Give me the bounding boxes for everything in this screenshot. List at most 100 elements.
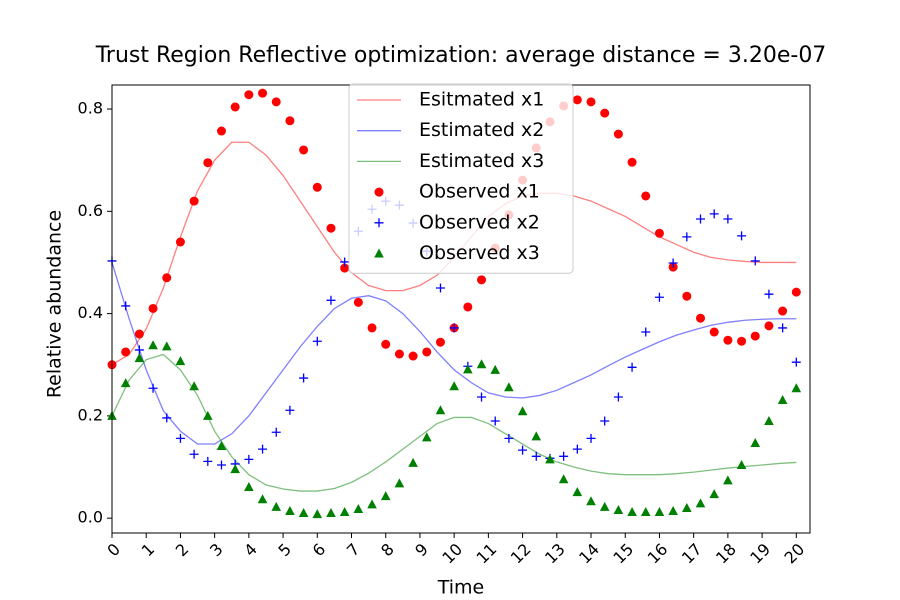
marker (244, 90, 254, 100)
x-tick-label: 10 (438, 540, 466, 568)
marker (134, 345, 144, 355)
marker (189, 196, 199, 206)
marker (203, 158, 213, 168)
marker (408, 457, 418, 467)
marker (572, 444, 582, 454)
marker (285, 506, 295, 516)
marker (422, 347, 432, 357)
marker (162, 413, 172, 423)
marker (312, 509, 323, 519)
marker (326, 508, 336, 518)
marker (120, 378, 131, 388)
marker (244, 454, 254, 464)
marker (586, 433, 596, 443)
marker (394, 478, 405, 488)
marker (791, 287, 801, 297)
marker (189, 381, 199, 391)
marker (435, 405, 446, 415)
marker (641, 191, 651, 201)
marker (121, 347, 131, 357)
x-tick-label: 17 (678, 540, 706, 568)
marker (518, 445, 528, 455)
marker (134, 329, 144, 339)
marker (312, 336, 322, 346)
x-tick-label: 8 (377, 540, 398, 561)
marker (353, 503, 364, 513)
marker (258, 88, 268, 98)
marker (641, 327, 651, 337)
x-tick-label: 12 (507, 540, 535, 568)
estimated-line (111, 353, 797, 492)
marker (381, 339, 391, 349)
x-tick-label: 13 (541, 540, 569, 568)
marker (723, 475, 733, 485)
marker (517, 406, 528, 416)
marker (764, 416, 774, 425)
marker (736, 459, 747, 469)
marker (148, 383, 158, 393)
marker (696, 313, 706, 323)
marker (216, 441, 227, 451)
x-tick-label: 7 (343, 540, 364, 561)
marker (203, 456, 213, 466)
marker (477, 392, 487, 402)
legend-label: Observed x1 (419, 181, 540, 203)
marker (531, 451, 541, 461)
marker (750, 256, 760, 266)
y-tick-label: 0.0 (78, 508, 103, 527)
x-tick-label: 2 (172, 540, 193, 561)
estimated-line (111, 262, 797, 445)
marker (367, 323, 377, 333)
marker (600, 416, 610, 426)
marker (257, 494, 268, 504)
marker (709, 489, 719, 499)
x-tick-label: 20 (780, 540, 808, 568)
marker (421, 432, 432, 442)
marker (668, 506, 678, 516)
marker (271, 97, 281, 107)
marker (791, 383, 802, 393)
marker (559, 451, 569, 461)
marker (572, 487, 583, 497)
marker (299, 373, 309, 383)
x-tick-label: 1 (138, 540, 159, 561)
x-tick-label: 14 (575, 540, 603, 568)
marker (477, 275, 487, 285)
marker (723, 214, 733, 224)
marker (682, 291, 692, 301)
marker (230, 102, 240, 112)
x-tick-label: 19 (746, 540, 774, 568)
marker (175, 237, 185, 247)
marker (750, 437, 761, 447)
marker (627, 157, 637, 167)
marker (340, 257, 350, 267)
marker (709, 327, 719, 337)
x-tick-label: 16 (644, 540, 672, 568)
marker (367, 499, 377, 509)
marker (161, 341, 172, 351)
marker (394, 349, 404, 359)
marker (374, 187, 384, 197)
legend-label: Observed x3 (419, 242, 540, 264)
marker (285, 116, 295, 126)
marker (682, 232, 692, 242)
marker (216, 126, 226, 136)
marker (203, 410, 213, 420)
marker (599, 501, 610, 511)
marker (148, 303, 158, 313)
marker (285, 405, 295, 415)
marker (134, 353, 145, 363)
marker (764, 289, 774, 299)
marker (778, 323, 788, 333)
marker (668, 258, 678, 268)
marker (791, 357, 801, 367)
x-tick-label: 6 (309, 540, 330, 561)
marker (778, 306, 788, 316)
marker (613, 129, 623, 139)
marker (353, 297, 363, 307)
marker (600, 108, 610, 118)
y-tick-label: 0.4 (78, 303, 103, 322)
x-tick-label: 9 (411, 540, 432, 561)
marker (463, 302, 473, 312)
